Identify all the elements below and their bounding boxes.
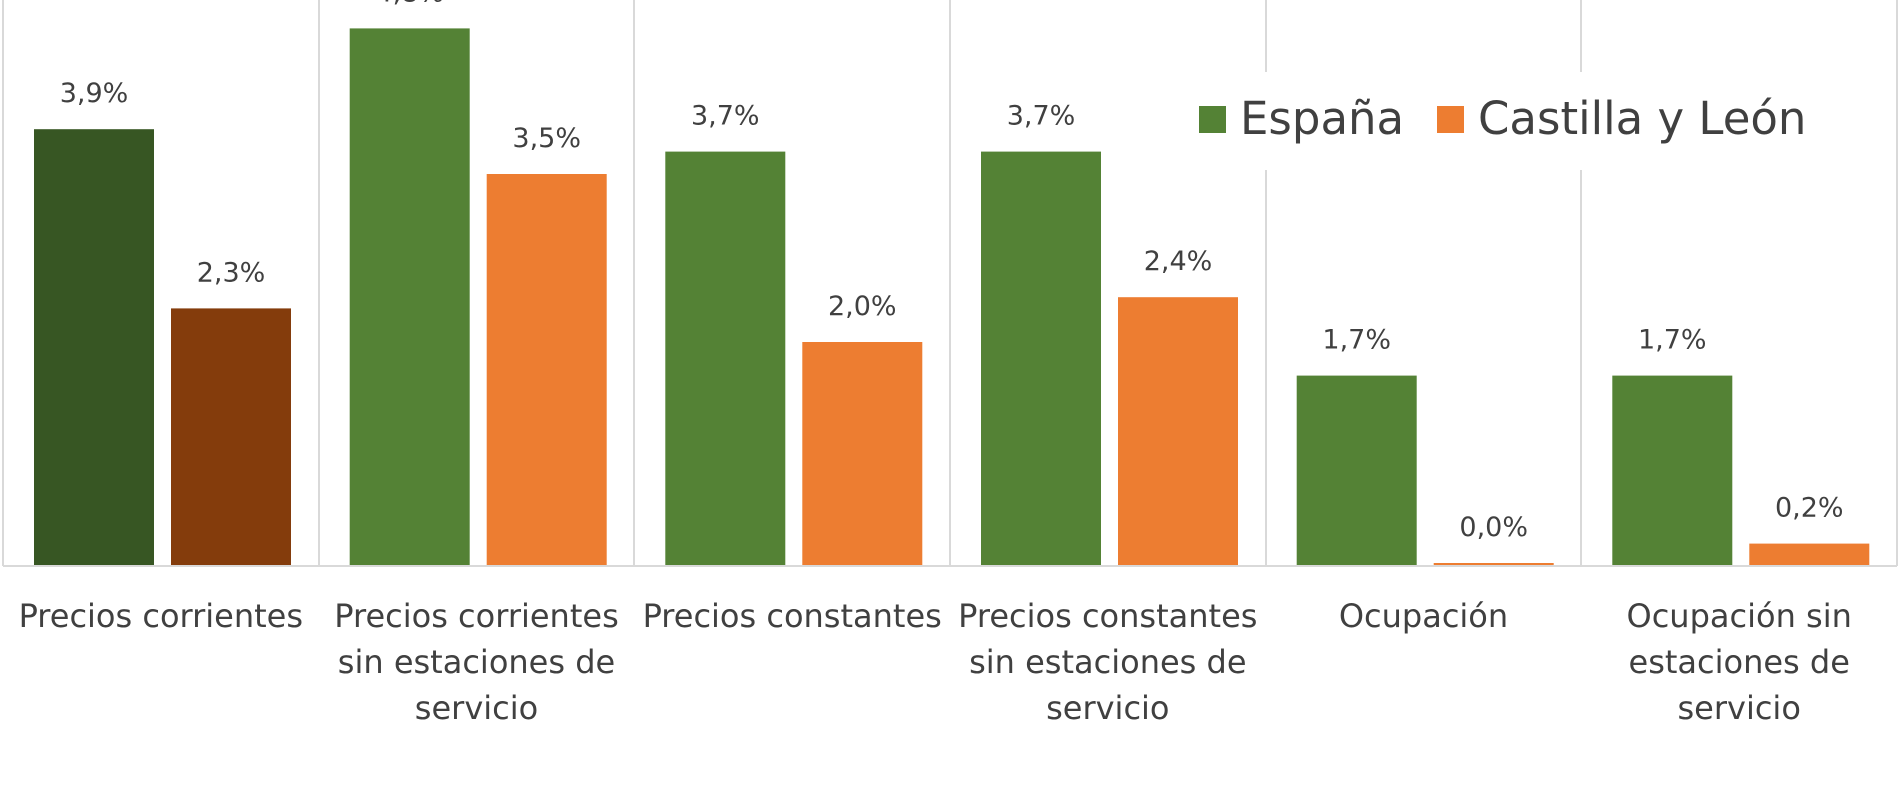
data-label: 3,9%: [60, 78, 129, 109]
data-label: 4,8%: [375, 0, 444, 8]
category-label: servicio: [1677, 689, 1800, 727]
data-label: 0,2%: [1775, 493, 1844, 524]
category-label: sin estaciones de: [338, 643, 615, 681]
data-label: 2,3%: [197, 257, 266, 288]
data-label: 2,0%: [828, 291, 897, 322]
category-label: Precios corrientes: [19, 597, 303, 635]
bars: [34, 28, 1870, 566]
bar-castilla-y-leon: [1433, 563, 1554, 566]
data-labels: 3,9% 2,3% 4,8% 3,5% 3,7% 2,0% 3,7% 2,4% 1,7% 0,0%…: [60, 0, 1844, 543]
bar-espana: [349, 28, 470, 566]
legend-label: España: [1240, 92, 1404, 145]
bar-espana: [1612, 375, 1733, 566]
bar-espana: [34, 129, 154, 566]
category-label: Ocupación sin: [1627, 597, 1852, 635]
bar-espana: [981, 151, 1101, 566]
category-label: servicio: [1046, 689, 1169, 727]
data-label: 1,7%: [1322, 325, 1391, 356]
legend-swatch: [1199, 106, 1226, 133]
category-label: estaciones de: [1629, 643, 1850, 681]
bar-castilla-y-leon: [1749, 543, 1870, 566]
category-label: Precios constantes: [958, 597, 1257, 635]
data-label: 3,7%: [1007, 101, 1076, 132]
bar-espana: [1296, 375, 1417, 566]
category-label: Ocupación: [1339, 597, 1508, 635]
category-label: Precios corrientes: [334, 597, 618, 635]
category-label: sin estaciones de: [969, 643, 1246, 681]
legend-background: [1172, 72, 1772, 170]
legend-label: Castilla y León: [1478, 92, 1806, 145]
legend-swatch: [1437, 106, 1464, 133]
data-label: 1,7%: [1638, 325, 1707, 356]
legend: España Castilla y León: [1172, 72, 1806, 170]
bar-castilla-y-leon: [486, 174, 607, 566]
data-label: 3,5%: [512, 123, 581, 154]
bar-espana: [665, 151, 786, 566]
bar-castilla-y-leon: [1118, 297, 1238, 566]
category-label: Precios constantes: [643, 597, 942, 635]
category-label: servicio: [415, 689, 538, 727]
category-labels: Precios corrientes Precios corrientes sin …: [19, 597, 1852, 727]
data-label: 3,7%: [691, 101, 760, 132]
data-label: 2,4%: [1144, 246, 1213, 277]
data-label: 0,0%: [1459, 512, 1528, 543]
bar-castilla-y-leon: [802, 342, 923, 566]
bar-castilla-y-leon: [171, 308, 291, 566]
